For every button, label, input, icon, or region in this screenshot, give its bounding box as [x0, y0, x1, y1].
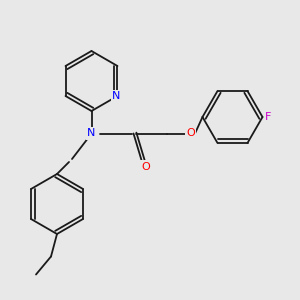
Text: N: N — [87, 128, 96, 139]
Text: O: O — [141, 161, 150, 172]
Text: O: O — [186, 128, 195, 139]
Text: F: F — [265, 112, 272, 122]
Text: N: N — [112, 91, 120, 101]
